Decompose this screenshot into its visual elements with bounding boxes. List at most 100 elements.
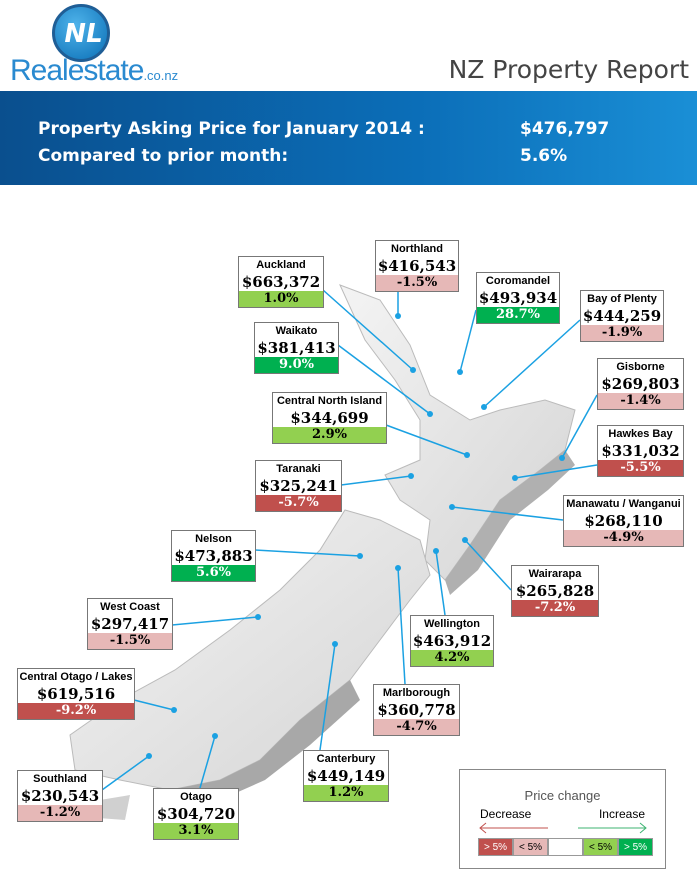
region-card: Hawkes Bay $331,032 -5.5%: [597, 425, 684, 477]
leader-line: [397, 567, 406, 685]
region-dot: [332, 641, 338, 647]
logo-mark-icon: NL: [52, 4, 110, 62]
leader-line: [199, 735, 216, 789]
region-card: Marlborough $360,778 -4.7%: [373, 684, 460, 736]
region-name: Gisborne: [616, 361, 665, 373]
region-card: Auckland $663,372 1.0%: [238, 256, 324, 308]
region-dot: [559, 455, 565, 461]
leader-line: [340, 475, 412, 486]
region-change: -1.5%: [376, 275, 458, 291]
leader-line: [451, 506, 564, 521]
compared-label: Compared to prior month:: [38, 146, 289, 166]
region-card: Canterbury $449,149 1.2%: [303, 750, 389, 802]
realestate-logo[interactable]: NL Realestate.co.nz: [10, 2, 180, 90]
region-change: -1.4%: [598, 393, 683, 409]
region-price: $449,149: [306, 767, 386, 785]
legend-swatch-decrease-big: > 5%: [478, 838, 513, 856]
region-card: Wairarapa $265,828 -7.2%: [511, 565, 599, 617]
leader-line: [171, 616, 259, 626]
region-card: Nelson $473,883 5.6%: [171, 530, 256, 582]
compared-value: 5.6%: [520, 146, 568, 166]
leader-line: [561, 394, 598, 459]
region-price: $268,110: [584, 512, 663, 530]
leader-line: [483, 319, 581, 408]
region-name: Central Otago / Lakes: [19, 671, 133, 683]
region-change: -1.5%: [88, 633, 172, 649]
region-card: Gisborne $269,803 -1.4%: [597, 358, 684, 410]
region-price: $344,699: [290, 409, 369, 427]
region-dot: [255, 614, 261, 620]
region-card: Coromandel $493,934 28.7%: [476, 272, 560, 324]
region-change: -4.9%: [564, 530, 683, 546]
region-dot: [449, 504, 455, 510]
region-dot: [395, 313, 401, 319]
leader-line: [322, 289, 414, 371]
region-name: Southland: [33, 773, 87, 785]
region-name: West Coast: [100, 601, 160, 613]
region-change: -5.7%: [256, 495, 341, 511]
region-name: Manawatu / Wanganui: [566, 498, 681, 510]
region-price: $360,778: [377, 701, 456, 719]
region-dot: [462, 537, 468, 543]
north-island-edge: [445, 450, 575, 595]
region-name: Wellington: [423, 618, 480, 630]
region-price: $416,543: [377, 257, 457, 275]
region-name: Coromandel: [485, 275, 551, 287]
region-price: $230,543: [20, 787, 100, 805]
logo-text: Realestate.co.nz: [10, 54, 179, 87]
region-dot: [146, 753, 152, 759]
region-change: -5.5%: [598, 460, 683, 476]
region-name: Northland: [391, 243, 443, 255]
south-island-edge: [170, 680, 360, 810]
region-card: Manawatu / Wanganui $268,110 -4.9%: [563, 495, 684, 547]
region-name: Bay of Plenty: [587, 293, 657, 305]
region-price: $473,883: [174, 547, 253, 565]
asking-price-label: Property Asking Price for January 2014 :: [38, 119, 425, 139]
asking-price-value: $476,797: [520, 119, 610, 139]
region-price: $619,516: [36, 685, 116, 703]
decrease-arrow-icon: [479, 822, 548, 834]
region-change: 4.2%: [411, 650, 493, 666]
region-dot: [433, 548, 439, 554]
region-change: 5.6%: [172, 565, 255, 581]
region-change: 1.2%: [304, 785, 388, 801]
region-price: $265,828: [515, 582, 595, 600]
region-dot: [408, 473, 414, 479]
region-dot: [357, 553, 363, 559]
region-change: 3.1%: [154, 823, 238, 839]
region-card: West Coast $297,417 -1.5%: [87, 598, 173, 650]
leader-line: [101, 755, 150, 791]
region-price: $663,372: [241, 273, 321, 291]
region-price: $325,241: [259, 477, 338, 495]
leader-line: [385, 424, 468, 456]
region-name: Central North Island: [276, 395, 383, 407]
legend-decrease: Decrease: [480, 807, 532, 821]
region-change: -9.2%: [18, 703, 134, 719]
leader-line: [319, 643, 336, 751]
region-price: $331,032: [601, 442, 680, 460]
region-change: 2.9%: [273, 427, 386, 443]
region-card: Central North Island $344,699 2.9%: [272, 392, 387, 444]
region-name: Wairarapa: [528, 568, 582, 580]
legend-swatch-increase-small: < 5%: [583, 838, 618, 856]
legend: Price change Decrease Increase > 5% < 5%…: [459, 769, 666, 869]
region-dot: [410, 367, 416, 373]
region-change: -1.9%: [581, 325, 663, 341]
region-price: $381,413: [257, 339, 336, 357]
nz-map: [69, 284, 598, 820]
leader-line: [133, 699, 175, 711]
legend-swatch-neutral: [548, 838, 583, 856]
region-price: $304,720: [156, 805, 236, 823]
region-name: Nelson: [195, 533, 232, 545]
region-price: $297,417: [90, 615, 170, 633]
legend-increase: Increase: [598, 807, 645, 821]
report-title: NZ Property Report: [448, 55, 689, 84]
region-card: Bay of Plenty $444,259 -1.9%: [580, 290, 664, 342]
region-name: Marlborough: [382, 687, 451, 699]
legend-swatch-increase-big: > 5%: [618, 838, 653, 856]
region-card: Otago $304,720 3.1%: [153, 788, 239, 840]
region-name: Waikato: [275, 325, 318, 337]
leader-line: [459, 309, 477, 373]
legend-swatch-decrease-small: < 5%: [513, 838, 548, 856]
region-change: 9.0%: [255, 357, 338, 373]
